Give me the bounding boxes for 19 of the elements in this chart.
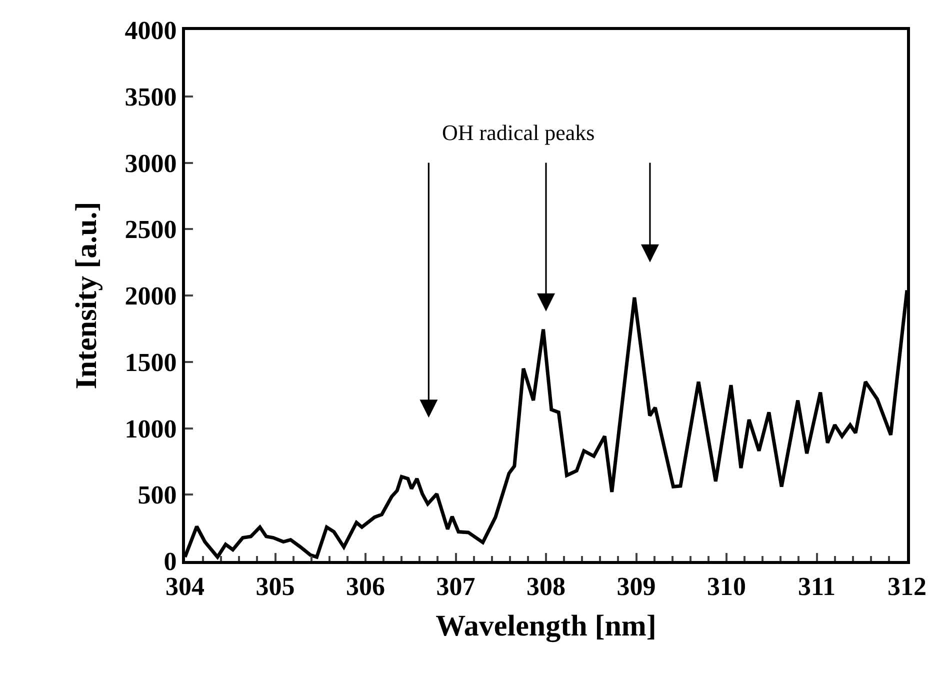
- x-tick-label: 308: [526, 572, 566, 602]
- x-axis-title: Wavelength [nm]: [436, 610, 656, 643]
- y-tick-label: 500: [138, 480, 177, 510]
- y-tick-label: 1000: [124, 414, 177, 444]
- x-tick-label: 307: [436, 572, 476, 602]
- y-tick-label: 4000: [124, 16, 177, 46]
- y-tick-label: 3000: [124, 148, 177, 178]
- y-axis-title: Intensity [a.u.]: [70, 202, 103, 390]
- y-tick-label: 2500: [124, 215, 177, 244]
- x-tick-label: 311: [798, 572, 836, 602]
- y-tick-label: 3500: [124, 82, 177, 112]
- x-tick-label: 309: [616, 572, 656, 602]
- x-tick-label: 306: [346, 572, 385, 602]
- x-tick-label: 310: [707, 572, 746, 602]
- y-tick-label: 1500: [124, 348, 177, 377]
- y-tick-label: 2000: [124, 282, 177, 311]
- x-tick-label: 305: [256, 572, 295, 602]
- x-tick-label: 312: [888, 572, 926, 602]
- annotation: OH radical peaks: [442, 120, 595, 145]
